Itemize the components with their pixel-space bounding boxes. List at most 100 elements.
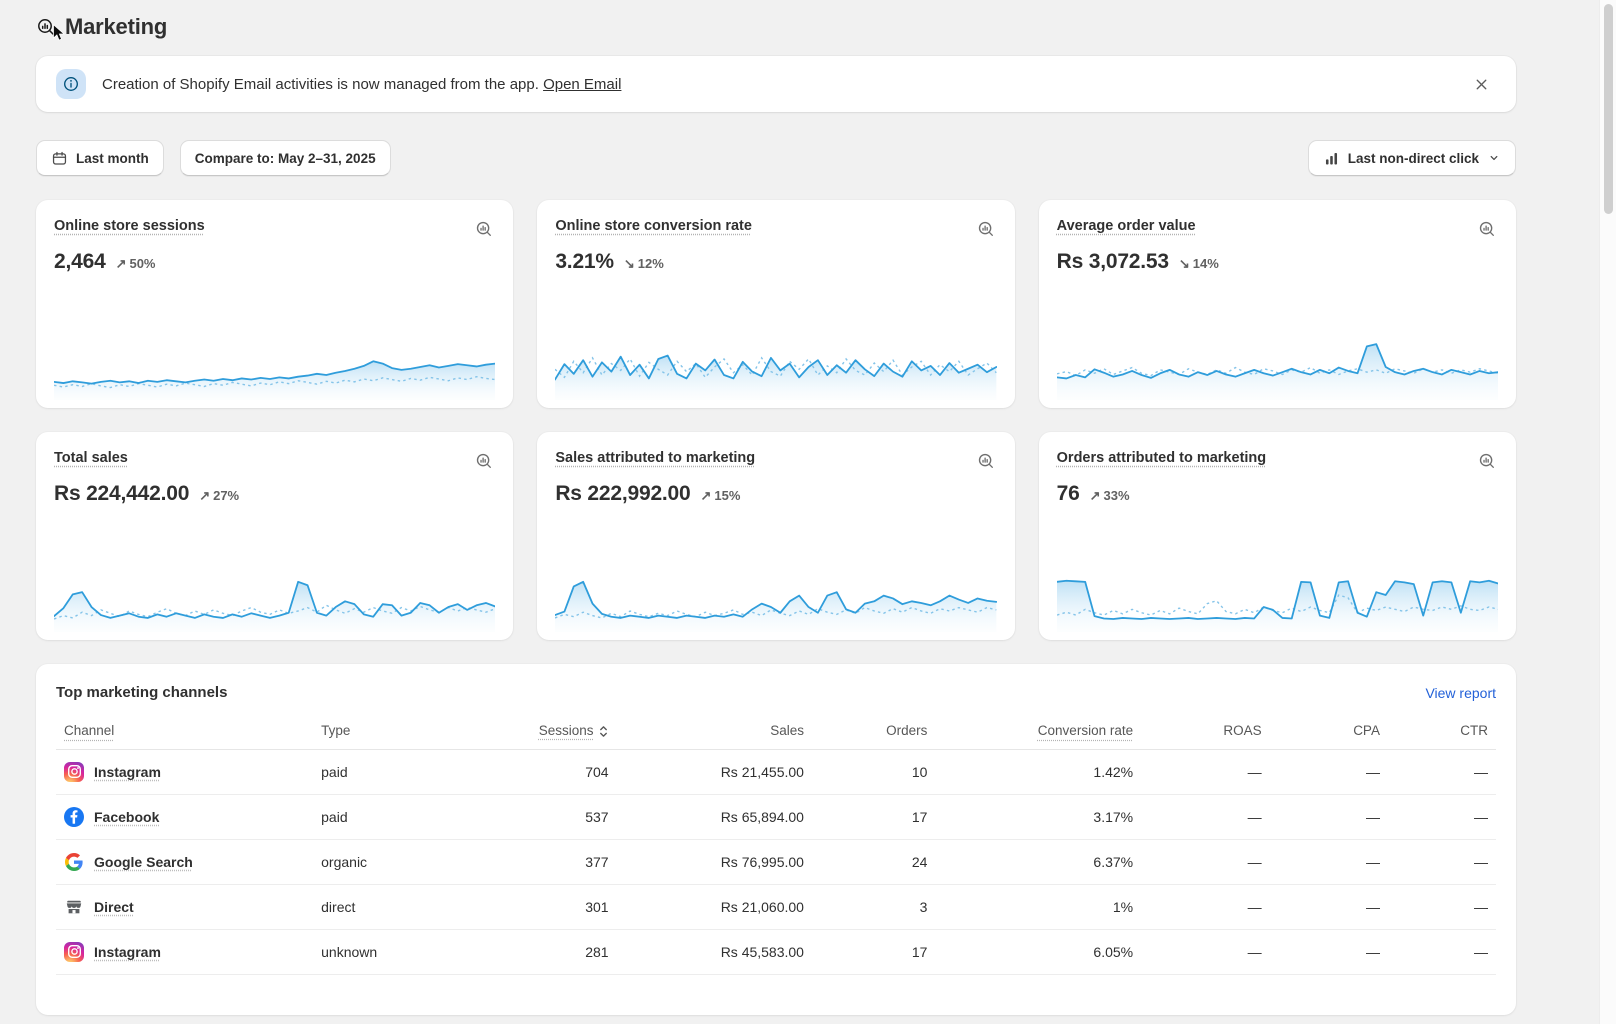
metric-title: Sales attributed to marketing xyxy=(555,450,756,466)
channel-sales: Rs 21,455.00 xyxy=(616,749,812,795)
explore-metric-icon[interactable] xyxy=(975,450,997,472)
sort-icon[interactable] xyxy=(598,724,609,739)
channel-sessions: 704 xyxy=(472,749,617,795)
channel-type: unknown xyxy=(313,929,473,975)
explore-metric-icon[interactable] xyxy=(473,450,495,472)
metric-title: Orders attributed to marketing xyxy=(1056,450,1267,466)
channel-type: paid xyxy=(313,794,473,840)
channel-link[interactable]: Facebook xyxy=(94,808,160,825)
compare-to-button[interactable]: Compare to: May 2–31, 2025 xyxy=(179,140,391,176)
metric-change: ↗ 27% xyxy=(199,488,240,503)
metric-sparkline xyxy=(555,566,997,632)
col-ctr: CTR xyxy=(1387,713,1496,750)
col-roas: ROAS xyxy=(1141,713,1270,750)
channel-conversion-rate: 3.17% xyxy=(935,794,1142,840)
channel-link[interactable]: Instagram xyxy=(94,943,161,960)
trend-up-icon: ↗ xyxy=(115,256,127,271)
channel-orders: 3 xyxy=(811,884,936,930)
chevron-down-icon xyxy=(1487,151,1501,165)
channel-ctr: — xyxy=(1387,749,1496,795)
channel-roas: — xyxy=(1141,794,1270,840)
channel-type: direct xyxy=(313,884,473,930)
channel-conversion-rate: 6.05% xyxy=(935,929,1142,975)
channel-roas: — xyxy=(1141,749,1270,795)
page-title: Marketing xyxy=(65,14,168,39)
info-banner: Creation of Shopify Email activities is … xyxy=(36,56,1516,112)
metric-sparkline xyxy=(54,566,496,632)
table-row: Facebook paid 537 Rs 65,894.00 17 3.17% … xyxy=(56,794,1496,840)
banner-text: Creation of Shopify Email activities is … xyxy=(102,76,621,93)
channel-sales: Rs 21,060.00 xyxy=(616,884,812,930)
channel-sessions: 301 xyxy=(472,884,617,930)
date-range-button[interactable]: Last month xyxy=(36,140,164,176)
channel-cpa: — xyxy=(1269,749,1388,795)
date-range-label: Last month xyxy=(76,150,149,166)
explore-metric-icon[interactable] xyxy=(975,218,997,240)
channel-roas: — xyxy=(1141,929,1270,975)
channel-ctr: — xyxy=(1387,884,1496,930)
close-banner-button[interactable] xyxy=(1467,70,1496,99)
calendar-icon xyxy=(51,150,68,167)
table-header-row: Channel Type Sessions Sales Orders Conve… xyxy=(56,713,1496,750)
channel-type: paid xyxy=(313,749,473,795)
filter-bar: Last month Compare to: May 2–31, 2025 La… xyxy=(36,140,1516,176)
col-type: Type xyxy=(313,713,473,750)
channel-cpa: — xyxy=(1269,884,1388,930)
table-row: Direct direct 301 Rs 21,060.00 3 1% — — … xyxy=(56,884,1496,930)
metric-change: ↗ 50% xyxy=(115,256,156,271)
channel-cpa: — xyxy=(1269,794,1388,840)
channel-link[interactable]: Google Search xyxy=(94,853,193,870)
channel-roas: — xyxy=(1141,884,1270,930)
instagram-icon xyxy=(64,761,84,782)
metric-change: ↘ 14% xyxy=(1178,256,1219,271)
metric-card-sales-attributed: Sales attributed to marketing Rs 222,992… xyxy=(537,432,1015,640)
top-channels-card: Top marketing channels View report Chann… xyxy=(36,664,1516,1015)
channel-sales: Rs 65,894.00 xyxy=(616,794,812,840)
close-icon xyxy=(1473,76,1490,93)
channel-sessions: 537 xyxy=(472,794,617,840)
metrics-grid: Online store sessions 2,464 ↗ 50% Online… xyxy=(36,200,1516,640)
open-email-link[interactable]: Open Email xyxy=(543,75,622,93)
channel-link[interactable]: Direct xyxy=(94,898,134,915)
trend-up-icon: ↗ xyxy=(199,488,211,503)
view-report-link[interactable]: View report xyxy=(1425,684,1496,701)
channel-sales: Rs 76,995.00 xyxy=(616,839,812,885)
channel-ctr: — xyxy=(1387,929,1496,975)
col-channel: Channel xyxy=(56,713,314,750)
col-sessions[interactable]: Sessions xyxy=(472,713,617,750)
explore-metric-icon[interactable] xyxy=(1476,450,1498,472)
channel-conversion-rate: 1% xyxy=(935,884,1142,930)
channel-cpa: — xyxy=(1269,839,1388,885)
col-cpa: CPA xyxy=(1269,713,1388,750)
bar-chart-icon xyxy=(1323,150,1340,167)
col-orders: Orders xyxy=(811,713,936,750)
metric-card-total-sales: Total sales Rs 224,442.00 ↗ 27% xyxy=(36,432,514,640)
banner-message: Creation of Shopify Email activities is … xyxy=(102,75,539,93)
trend-up-icon: ↗ xyxy=(700,488,712,503)
attribution-model-dropdown[interactable]: Last non-direct click xyxy=(1307,140,1516,176)
metric-title: Online store conversion rate xyxy=(555,218,752,234)
metric-card-average-order-value: Average order value Rs 3,072.53 ↘ 14% xyxy=(1038,200,1516,408)
explore-metric-icon[interactable] xyxy=(1476,218,1498,240)
scrollbar-thumb[interactable] xyxy=(1604,4,1613,214)
channel-cpa: — xyxy=(1269,929,1388,975)
metric-title: Average order value xyxy=(1056,218,1196,234)
metric-sparkline xyxy=(1056,334,1498,400)
metric-value: 3.21% xyxy=(555,250,614,273)
scrollbar[interactable] xyxy=(1599,0,1616,1024)
channel-orders: 10 xyxy=(811,749,936,795)
metric-title: Online store sessions xyxy=(54,218,205,234)
facebook-icon xyxy=(64,807,84,827)
explore-metric-icon[interactable] xyxy=(473,218,495,240)
metric-change: ↗ 15% xyxy=(700,488,741,503)
channel-orders: 24 xyxy=(811,839,936,885)
channels-table: Channel Type Sessions Sales Orders Conve… xyxy=(56,713,1496,975)
channel-link[interactable]: Instagram xyxy=(94,763,161,780)
channel-sessions: 377 xyxy=(472,839,617,885)
channel-sessions: 281 xyxy=(472,929,617,975)
col-sales: Sales xyxy=(616,713,812,750)
table-row: Instagram unknown 281 Rs 45,583.00 17 6.… xyxy=(56,929,1496,975)
col-conversion-rate: Conversion rate xyxy=(935,713,1142,750)
page-header: Marketing xyxy=(36,0,1516,40)
marketing-icon xyxy=(36,17,56,37)
